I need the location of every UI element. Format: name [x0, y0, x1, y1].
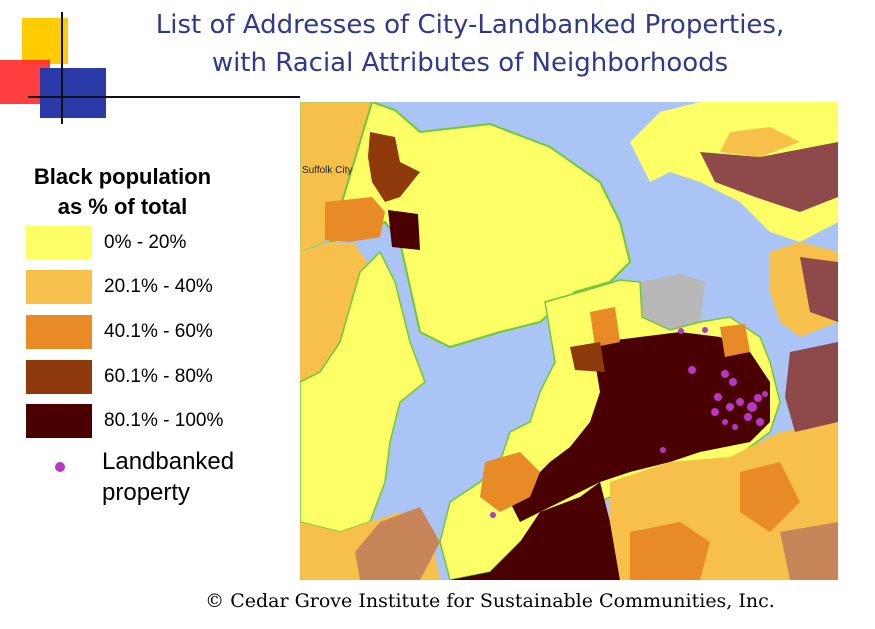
legend-label: 40.1% - 60% [104, 321, 213, 342]
landbanked-points [490, 327, 768, 518]
slide-title-line-2: with Racial Attributes of Neighborhoods [211, 48, 729, 78]
legend-swatch [26, 360, 92, 394]
slide-title: List of Addresses of City-Landbanked Pro… [90, 6, 850, 82]
map-place-label: Suffolk City [302, 165, 353, 176]
legend-label: 0% - 20% [104, 232, 187, 253]
legend-swatch [26, 270, 92, 304]
legend-label: 20.1% - 40% [104, 276, 213, 297]
legend-swatch [26, 315, 92, 349]
legend-label-landbanked: Landbanked property [102, 448, 235, 506]
copyright-text: © Cedar Grove Institute for Sustainable … [205, 590, 775, 612]
legend-label: 60.1% - 80% [104, 366, 213, 387]
slide-title-line-1: List of Addresses of City-Landbanked Pro… [155, 10, 785, 40]
legend-item-40-60: 40.1% - 60% [26, 315, 256, 351]
legend-title: Black population as % of total [10, 162, 235, 222]
choropleth-map [300, 102, 838, 580]
legend-swatch [26, 404, 92, 438]
legend-item-80-100: 80.1% - 100% [26, 404, 256, 440]
slide-decoration-logo [0, 12, 300, 124]
legend-item-60-80: 60.1% - 80% [26, 360, 256, 396]
legend-title-line-2: as % of total [57, 194, 188, 219]
landbanked-dot-icon [55, 462, 65, 472]
legend-title-line-1: Black population [33, 164, 212, 189]
legend-label: 80.1% - 100% [104, 410, 224, 431]
legend-swatch [26, 226, 92, 260]
no-data-area [640, 274, 705, 330]
legend-item-0-20: 0% - 20% [26, 226, 256, 262]
legend-item-20-40: 20.1% - 40% [26, 270, 256, 306]
legend-item-landbanked: Landbanked property [50, 446, 270, 510]
